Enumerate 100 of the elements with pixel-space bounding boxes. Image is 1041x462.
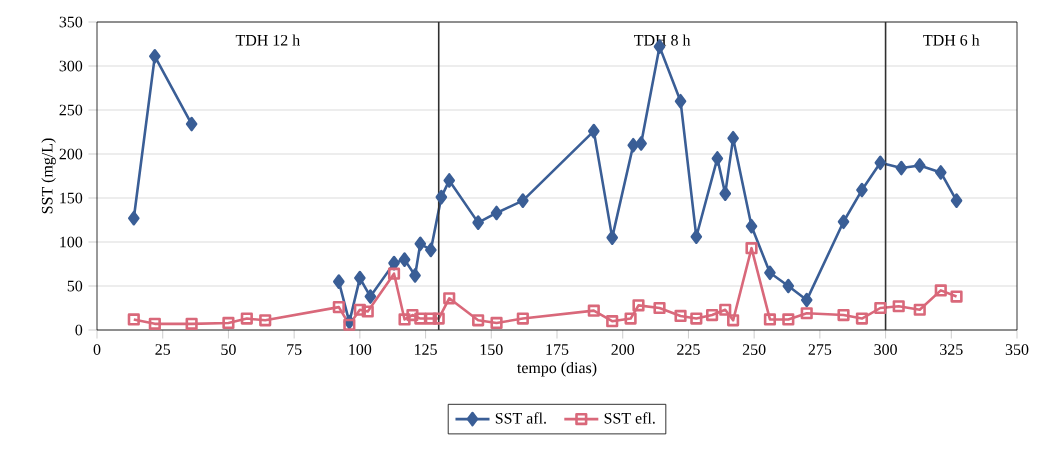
point — [587, 304, 600, 317]
point — [690, 229, 703, 245]
point — [185, 116, 198, 132]
point — [635, 136, 647, 151]
point — [588, 123, 600, 139]
x-tick-label: 225 — [677, 344, 700, 355]
point — [425, 242, 437, 258]
point — [606, 230, 618, 245]
point — [764, 265, 776, 281]
point — [240, 312, 253, 325]
point — [443, 173, 456, 188]
point — [354, 270, 366, 286]
annotation: TDH 12 h — [235, 34, 300, 46]
point — [800, 292, 813, 308]
y-tick-label: 350 — [59, 16, 83, 28]
point — [632, 299, 645, 312]
point — [727, 314, 740, 327]
point — [674, 309, 687, 323]
x-tick-label: 325 — [940, 344, 963, 355]
point — [837, 308, 850, 322]
point — [674, 93, 687, 109]
point — [950, 193, 963, 208]
x-axis-title: tempo (dias) — [517, 361, 597, 377]
point — [185, 317, 198, 330]
x-tick-label: 300 — [874, 344, 897, 355]
point — [950, 290, 963, 303]
point — [388, 255, 400, 271]
point — [934, 284, 947, 297]
point — [892, 300, 905, 313]
point — [719, 303, 732, 316]
point — [414, 312, 427, 325]
point — [343, 318, 356, 331]
point — [409, 268, 421, 283]
point — [364, 289, 377, 304]
point — [490, 316, 503, 330]
x-tick-label: 50 — [221, 344, 236, 355]
point — [406, 308, 419, 322]
point — [398, 313, 411, 326]
point — [128, 210, 140, 226]
point — [627, 137, 640, 153]
y-tick-label: 50 — [67, 280, 83, 292]
x-tick-label: 0 — [93, 344, 101, 355]
point — [934, 165, 947, 180]
y-tick-label: 250 — [59, 104, 83, 116]
legend-label: SST afl. — [495, 412, 546, 424]
x-tick-label: 150 — [480, 344, 503, 355]
x-tick-label: 75 — [287, 344, 302, 355]
annotation: TDH 6 h — [923, 34, 980, 46]
point — [472, 314, 485, 327]
point — [719, 186, 732, 201]
point — [361, 305, 374, 318]
y-tick-label: 100 — [60, 236, 83, 248]
point — [398, 252, 411, 267]
y-tick-label: 300 — [59, 60, 83, 72]
point — [432, 312, 445, 325]
point — [624, 312, 637, 325]
point — [706, 308, 719, 322]
y-tick-label: 150 — [60, 192, 83, 204]
point — [874, 155, 887, 171]
x-tick-label: 350 — [1005, 344, 1029, 355]
x-tick-label: 175 — [546, 344, 569, 355]
x-tick-label: 100 — [349, 344, 372, 355]
point — [332, 301, 345, 314]
point — [800, 307, 813, 320]
point — [782, 278, 795, 294]
x-tick-label: 125 — [415, 344, 437, 355]
point — [353, 303, 366, 316]
point — [727, 130, 739, 146]
point — [490, 205, 503, 221]
y-tick-label: 200 — [59, 148, 83, 160]
point — [435, 189, 448, 205]
point — [387, 267, 401, 280]
point — [837, 214, 850, 230]
y-tick-label: 0 — [75, 324, 83, 336]
x-tick-label: 250 — [742, 344, 766, 355]
point — [443, 292, 456, 305]
point — [856, 182, 868, 198]
point — [424, 312, 437, 325]
point — [333, 274, 345, 289]
point — [895, 160, 908, 176]
point — [855, 312, 869, 325]
point — [259, 314, 272, 327]
point — [472, 215, 484, 230]
point — [606, 315, 619, 328]
point — [149, 49, 161, 64]
point — [913, 303, 926, 316]
point — [711, 151, 724, 166]
point — [517, 193, 529, 208]
point — [690, 312, 703, 325]
x-tick-label: 200 — [611, 344, 635, 355]
y-axis-title: SST (mg/L) — [41, 138, 56, 214]
point — [148, 317, 161, 330]
point — [653, 301, 666, 315]
legend-label: SST efl. — [604, 412, 655, 424]
point — [516, 312, 529, 325]
point — [222, 316, 235, 330]
point — [414, 236, 427, 252]
point — [913, 158, 926, 173]
point — [782, 313, 795, 326]
point — [745, 218, 758, 234]
